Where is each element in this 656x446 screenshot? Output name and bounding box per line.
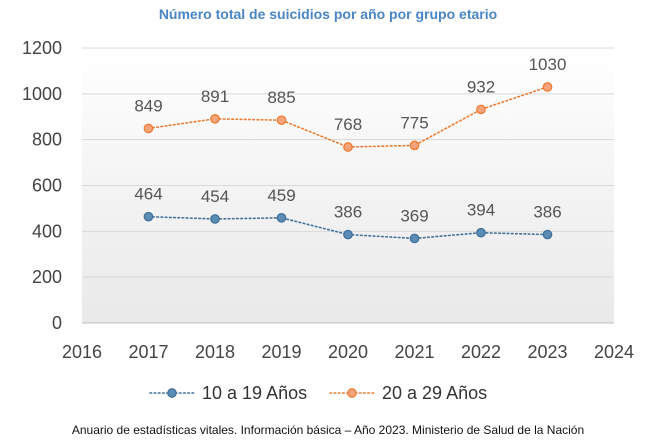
data-point-10-a-19-a-os-2022 [476,227,486,238]
data-label-20-a-29-a-os-2022: 932 [467,77,495,96]
data-label-20-a-29-a-os-2017: 849 [134,96,162,115]
y-tick-label-200: 200 [32,267,62,287]
data-point-10-a-19-a-os-2020 [343,229,353,240]
data-point-20-a-29-a-os-2020 [343,142,353,152]
data-label-10-a-19-a-os-2019: 459 [267,186,295,205]
y-tick-label-0: 0 [52,313,62,333]
line-chart: 0 200 400 600 800 1000 1200 2016 2017 2018 2019 202… [22,38,634,403]
data-label-20-a-29-a-os-2021: 775 [400,113,428,132]
y-tick-label-800: 800 [32,130,62,150]
data-label-10-a-19-a-os-2023: 386 [533,203,561,222]
legend-marker-20-a-29-a-os [347,388,357,398]
legend: 10 a 19 Años 20 a 29 Años [149,383,487,403]
x-tick-label-2021: 2021 [394,342,434,362]
data-label-10-a-19-a-os-2018: 454 [201,187,229,206]
series-group [143,82,553,244]
x-tick-label-2016: 2016 [62,342,102,362]
y-tick-label-600: 600 [32,176,62,196]
data-point-10-a-19-a-os-2017 [143,211,154,222]
legend-marker-10-a-19-a-os [167,388,177,398]
x-tick-label-2020: 2020 [328,342,368,362]
x-tick-label-2019: 2019 [261,342,301,362]
data-point-20-a-29-a-os-2023 [542,82,553,92]
data-labels: 464 454 459 386 369 394 386 849 891 885 768 775 932 1… [134,55,566,225]
data-point-20-a-29-a-os-2017 [143,123,154,134]
data-label-10-a-19-a-os-2020: 386 [334,203,362,222]
x-tick-label-2023: 2023 [527,342,567,362]
x-tick-label-2017: 2017 [128,342,168,362]
x-tick-label-2024: 2024 [594,342,634,362]
data-label-20-a-29-a-os-2020: 768 [334,115,362,134]
x-tick-label-2022: 2022 [461,342,501,362]
source-note: Anuario de estadísticas vitales. Informa… [71,423,585,437]
data-point-10-a-19-a-os-2021 [409,233,420,244]
x-tick-label-2018: 2018 [195,342,235,362]
data-label-10-a-19-a-os-2021: 369 [400,206,428,225]
data-point-10-a-19-a-os-2023 [542,229,553,240]
data-point-20-a-29-a-os-2022 [476,104,486,115]
data-point-20-a-29-a-os-2018 [210,113,220,124]
chart-title: Número total de suicidios por año por gr… [158,6,498,22]
y-tick-label-400: 400 [32,221,62,241]
legend-label-20-a-29-a-os: 20 a 29 Años [382,383,487,403]
y-tick-label-1200: 1200 [22,38,62,58]
data-label-20-a-29-a-os-2023: 1030 [529,55,567,74]
data-point-20-a-29-a-os-2019 [276,115,287,126]
data-point-10-a-19-a-os-2019 [276,212,287,223]
y-tick-label-1000: 1000 [22,84,62,104]
axes: 0 200 400 600 800 1000 1200 2016 2017 2018 2019 202… [22,38,634,362]
data-label-20-a-29-a-os-2019: 885 [267,88,295,107]
data-label-10-a-19-a-os-2017: 464 [134,185,162,204]
data-label-20-a-29-a-os-2018: 891 [201,87,229,106]
data-label-10-a-19-a-os-2022: 394 [467,201,495,220]
data-point-10-a-19-a-os-2018 [210,214,220,224]
data-point-20-a-29-a-os-2021 [409,140,420,151]
legend-label-10-a-19-a-os: 10 a 19 Años [202,383,307,403]
